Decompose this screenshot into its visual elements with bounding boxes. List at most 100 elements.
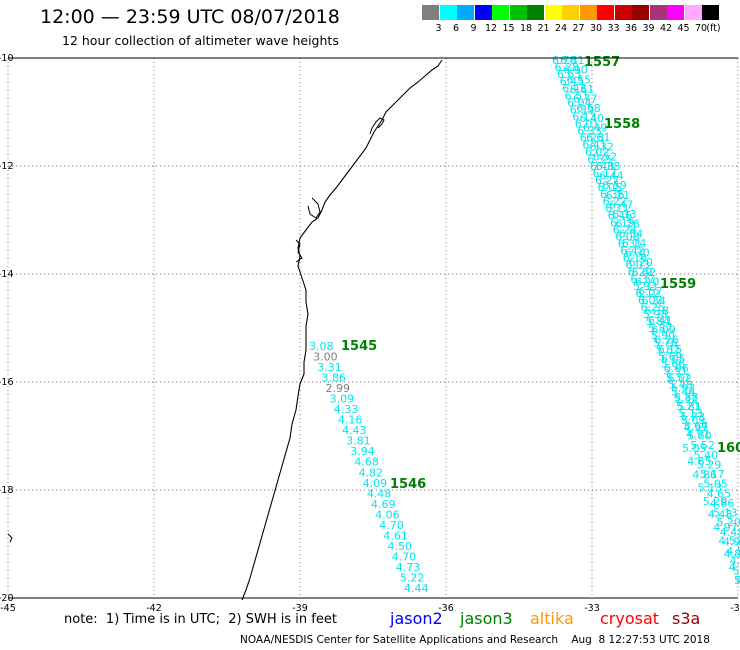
swh-value: 4.73 — [396, 561, 421, 574]
pass-number: 1559 — [660, 277, 696, 292]
swh-value: 3.86 — [321, 372, 346, 385]
map-grid — [7, 57, 739, 599]
swh-value: 5.66 — [661, 357, 686, 370]
swh-value: 6.13 — [572, 110, 597, 123]
satellite-jason2: jason2 — [390, 609, 443, 628]
swh-value: 6.05 — [661, 353, 686, 366]
legend-unit: (ft) — [706, 23, 721, 34]
swh-value: 6.31 — [618, 237, 643, 250]
swh-value: 4.48 — [720, 526, 740, 539]
swh-value: 6.03 — [625, 259, 650, 272]
swh-value: 6.77 — [573, 93, 598, 106]
lon-tick-label: -30 — [730, 603, 740, 614]
swh-value: 5.60 — [687, 430, 712, 443]
swh-value: 5.98 — [643, 308, 668, 321]
swh-value: 5.92 — [671, 381, 696, 394]
swh-value: 6.19 — [610, 216, 635, 229]
coastline-path — [241, 59, 443, 601]
swh-value: 6.57 — [638, 285, 663, 298]
swh-value: 5.90 — [651, 329, 676, 342]
swh-value: 6.14 — [622, 237, 647, 250]
legend-swatch — [422, 5, 439, 20]
legend-swatch — [702, 5, 719, 20]
swh-value: 5.73 — [681, 410, 706, 423]
swh-value: 5.13 — [698, 482, 723, 495]
swh-value: 6.10 — [635, 275, 660, 288]
swh-value: 6.59 — [602, 179, 627, 192]
map-title: 12:00 — 23:59 UTC 08/07/2018 — [40, 6, 340, 28]
swh-value: 4.33 — [334, 403, 359, 416]
swh-value: 6.40 — [580, 112, 605, 125]
swh-value: 5.44 — [671, 386, 696, 399]
swh-value: 6.49 — [583, 121, 608, 134]
swh-value: 6.63 — [557, 68, 582, 81]
swh-value: 6.51 — [565, 89, 590, 102]
swh-value: 3.94 — [350, 445, 375, 458]
swh-value: 4.97 — [723, 535, 740, 548]
swh-value: 6.55 — [567, 73, 592, 86]
swh-value: 6.36 — [600, 188, 625, 201]
swh-value: 4.16 — [338, 414, 363, 427]
swh-value: 5.67 — [684, 420, 709, 433]
swh-value: 5.81 — [677, 401, 702, 414]
swh-value: 6.32 — [589, 141, 614, 154]
swh-value: 4.43 — [342, 424, 367, 437]
swh-value: 4.80 — [729, 555, 740, 568]
swh-value: 4.99 — [683, 421, 708, 434]
swh-value: 4.91 — [686, 428, 711, 441]
legend-label: 18 — [519, 23, 533, 34]
swh-value: 6.01 — [575, 118, 600, 131]
swh-value: 4.50 — [387, 540, 412, 553]
legend-swatch — [614, 5, 632, 20]
swh-value: 6.35 — [587, 153, 612, 166]
map-axes: -10 -12 -14 -16 -18 -20-45 -42 -39 -36 -33 -30 — [0, 53, 740, 614]
swh-value: 6.70 — [552, 54, 577, 67]
swh-value: 4.70 — [392, 550, 417, 563]
swh-value: 6.26 — [615, 218, 640, 231]
lat-tick-label: -18 — [0, 485, 14, 496]
swh-value: 5.51 — [663, 364, 688, 377]
swh-value: 6.43 — [562, 82, 587, 95]
lon-tick-label: -39 — [292, 603, 308, 614]
swh-value: 6.21 — [606, 189, 631, 202]
legend-swatch — [579, 5, 597, 20]
swh-value: 6.61 — [586, 131, 611, 144]
legend-label: 36 — [624, 23, 638, 34]
legend-swatch — [527, 5, 544, 20]
swh-value: 6.28 — [555, 61, 580, 74]
swh-value: 6.47 — [609, 198, 634, 211]
swh-value: 3.09 — [330, 393, 355, 406]
swh-value: 3.00 — [313, 351, 338, 364]
coastline-fragment — [7, 533, 13, 543]
swh-value: 6.18 — [645, 304, 670, 317]
legend-label: 12 — [484, 23, 498, 34]
swh-value: 5.96 — [664, 362, 689, 375]
swh-value: 3.81 — [346, 435, 371, 448]
swh-value: 6.44 — [599, 170, 624, 183]
swh-value: 5.09 — [681, 414, 706, 427]
swh-value: 4.06 — [375, 508, 400, 521]
swh-value: 6.61 — [570, 83, 595, 96]
satellite-jason3: jason3 — [460, 609, 513, 628]
swh-value: 5.76 — [653, 336, 678, 349]
swh-value: 6.41 — [582, 139, 607, 152]
swh-value: 4.65 — [687, 455, 712, 468]
swh-value: 4.55 — [729, 561, 740, 574]
swh-value: 5.93 — [633, 280, 658, 293]
legend-label: 21 — [537, 23, 550, 34]
swh-value: 4.86 — [692, 468, 717, 481]
swh-value: 6.33 — [612, 208, 637, 221]
swh-value: 6.42 — [632, 266, 657, 279]
legend-label: 3 — [435, 23, 442, 34]
swh-value: 4.68 — [354, 456, 379, 469]
swh-value: 4.48 — [708, 508, 733, 521]
legend-swatch — [667, 5, 684, 20]
lon-tick-label: -33 — [584, 603, 600, 614]
swh-value: 6.17 — [592, 167, 617, 180]
satellite-s3a: s3a — [672, 609, 701, 628]
legend-label: 9 — [470, 23, 477, 34]
lon-tick-label: -42 — [146, 603, 162, 614]
legend-swatch — [544, 5, 562, 20]
swh-value: 6.90 — [563, 64, 588, 77]
lat-tick-label: -14 — [0, 269, 14, 280]
